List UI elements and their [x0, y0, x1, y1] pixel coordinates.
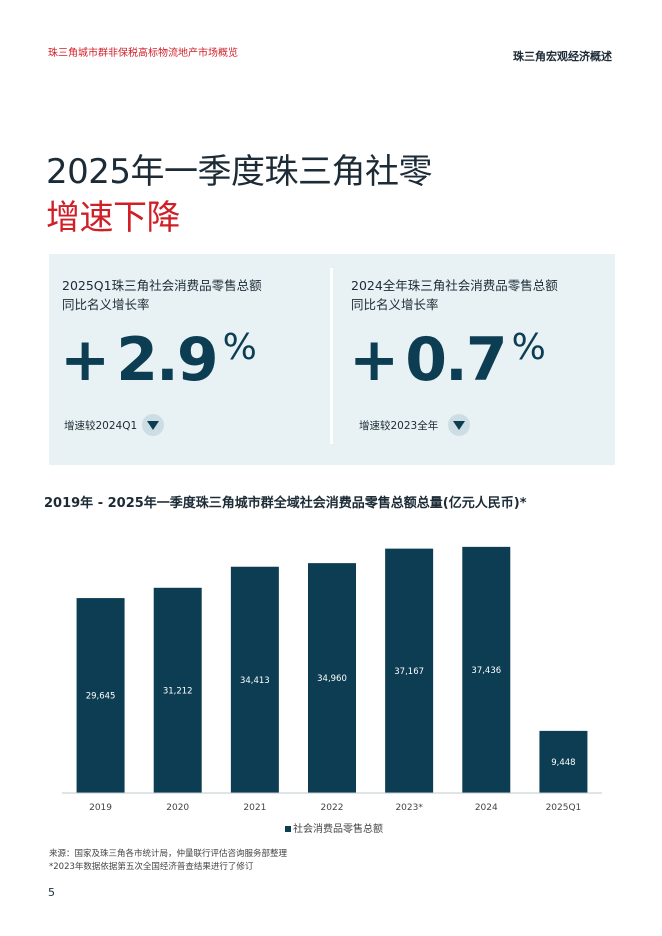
bar-value-label: 37,436 — [471, 666, 501, 676]
kpi-label-line1: 2024全年珠三角社会消费品零售总额 — [351, 278, 558, 293]
bar-2024 — [462, 546, 511, 793]
legend-swatch — [285, 826, 291, 832]
kpi-label-line1: 2025Q1珠三角社会消费品零售总额 — [62, 278, 262, 293]
kpi-sign: + — [349, 325, 399, 395]
bar-2020 — [153, 587, 202, 793]
revision-note: *2023年数据依据第五次全国经济普查结果进行了修订 — [49, 862, 254, 872]
kpi-number: 0.7 — [405, 325, 507, 395]
kpi-note-2024: 增速较2023全年 — [359, 420, 439, 432]
x-tick-label: 2020 — [166, 803, 189, 813]
bar-2025Q1 — [539, 730, 588, 793]
bar-2023* — [385, 548, 434, 793]
bar-value-label: 34,413 — [240, 676, 270, 686]
kpi-note-q1: 增速较2024Q1 — [64, 420, 138, 432]
bar-value-label: 29,645 — [86, 692, 116, 702]
trend-down-icon — [448, 414, 470, 436]
x-tick-label: 2025Q1 — [546, 803, 582, 813]
legend-label: 社会消费品零售总额 — [293, 822, 383, 835]
source-note: 来源：国家及珠三角各市统计局，仲量联行评估咨询服务部整理 — [49, 849, 288, 859]
x-tick-label: 2024 — [475, 803, 498, 813]
header-report-title: 珠三角城市群非保税高标物流地产市场概览 — [48, 48, 238, 59]
bar-value-label: 9,448 — [551, 758, 575, 768]
kpi-label-line2: 同比名义增长率 — [62, 297, 150, 312]
kpi-unit: % — [222, 327, 257, 368]
bar-value-label: 34,960 — [317, 674, 347, 684]
chart-title: 2019年 - 2025年一季度珠三角城市群全域社会消费品零售总额总量(亿元人民… — [44, 496, 527, 511]
kpi-value-2024: +0.7% — [349, 327, 546, 391]
trend-down-icon — [142, 414, 164, 436]
kpi-divider — [330, 268, 333, 444]
bar-2019 — [76, 598, 125, 793]
bar-value-label: 37,167 — [394, 667, 424, 677]
bar-2021 — [230, 566, 279, 793]
header-section-title: 珠三角宏观经济概述 — [513, 50, 612, 63]
bar-value-label: 31,212 — [163, 686, 193, 696]
kpi-number: 2.9 — [116, 325, 218, 395]
kpi-label-line2: 同比名义增长率 — [351, 297, 439, 312]
page-number: 5 — [48, 886, 55, 899]
kpi-card-2024: 2024全年珠三角社会消费品零售总额 同比名义增长率 — [351, 276, 611, 314]
x-tick-label: 2023* — [395, 803, 423, 813]
page-title: 2025年一季度珠三角社零 — [46, 152, 433, 192]
page-subtitle-highlight: 增速下降 — [46, 198, 181, 238]
bar-2022 — [308, 563, 356, 793]
x-tick-label: 2022 — [321, 803, 344, 813]
kpi-unit: % — [511, 327, 546, 368]
kpi-value-q1: +2.9% — [60, 327, 257, 391]
kpi-sign: + — [60, 325, 110, 395]
x-tick-label: 2021 — [243, 803, 266, 813]
kpi-card-q1: 2025Q1珠三角社会消费品零售总额 同比名义增长率 — [62, 276, 322, 314]
x-tick-label: 2019 — [89, 803, 112, 813]
